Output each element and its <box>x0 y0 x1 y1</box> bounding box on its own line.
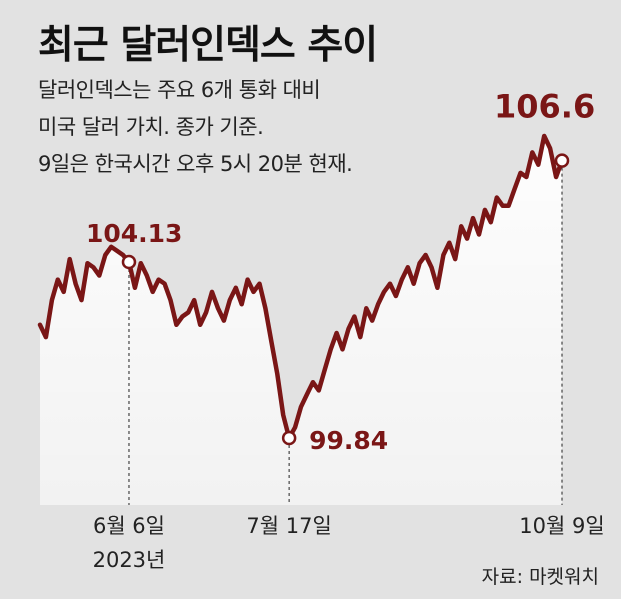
data-point-marker <box>554 153 570 168</box>
x-tick-label: 6월 6일 <box>93 514 165 538</box>
x-tick-label: 10월 9일 <box>519 514 604 538</box>
source-note: 자료: 마켓워치 <box>481 566 599 588</box>
chart-subtitle: 달러인덱스는 주요 6개 통화 대비 미국 달러 가치. 종가 기준. 9일은 … <box>38 72 353 183</box>
value-label: 99.84 <box>309 426 388 455</box>
x-tick-label: 7월 17일 <box>246 514 331 538</box>
subtitle-line: 미국 달러 가치. 종가 기준. <box>38 115 264 139</box>
subtitle-line: 9일은 한국시간 오후 5시 20분 현재. <box>38 152 353 176</box>
data-point-marker <box>281 430 297 446</box>
area-fill <box>40 136 562 505</box>
value-label: 104.13 <box>86 219 182 248</box>
subtitle-line: 달러인덱스는 주요 6개 통화 대비 <box>38 78 321 102</box>
x-tick-label: 2023년 <box>93 548 166 572</box>
chart-title: 최근 달러인덱스 추이 <box>38 23 378 68</box>
data-point-marker <box>121 254 137 270</box>
value-label: 106.6 <box>494 88 595 126</box>
